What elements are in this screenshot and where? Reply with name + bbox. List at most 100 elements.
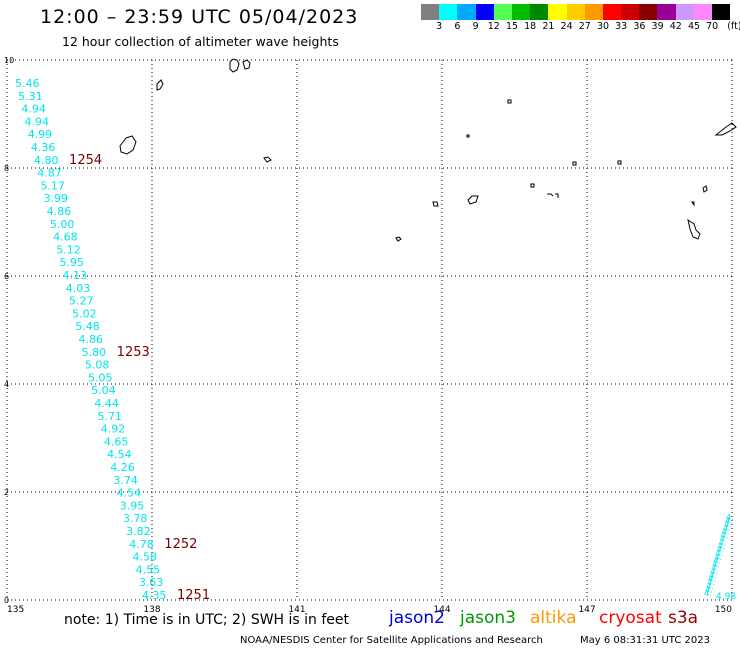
colorbar-swatch — [493, 4, 512, 20]
pass-number-label: 1254 — [69, 153, 102, 168]
island-outline — [714, 122, 737, 136]
swh-value-label: 3.95 — [120, 499, 144, 512]
swh-value-label-small: 4. — [722, 527, 730, 536]
swh-value-label-small: 4. — [709, 571, 717, 580]
footer-timestamp: May 6 08:31:31 UTC 2023 — [580, 635, 710, 646]
swh-value-label-small: 4. — [710, 567, 718, 576]
swh-value-label: 4.55 — [136, 563, 161, 576]
satellite-legend-entry: jason3 — [460, 608, 516, 628]
colorbar-swatch — [693, 4, 712, 20]
island-outline — [395, 236, 402, 242]
swh-value-label: 5.05 — [88, 371, 113, 384]
x-tick-label: 141 — [288, 605, 305, 615]
swh-value-label: 4.44 — [94, 397, 119, 410]
swh-value-label: 4.86 — [47, 205, 72, 218]
colorbar-swatch — [584, 4, 603, 20]
swh-value-label: 4.68 — [53, 231, 78, 244]
swh-value-label-small: 4. — [714, 553, 722, 562]
swh-value-label: 5.04 — [91, 384, 116, 397]
swh-value-label-small: 4. — [719, 538, 727, 547]
swh-value-label-small: 4. — [707, 578, 715, 587]
swh-value-label: 4.54 — [117, 487, 142, 500]
swh-value-label: 4.94 — [25, 115, 50, 128]
swh-value-label: 3.82 — [126, 525, 151, 538]
swh-value-label: 4.03 — [66, 282, 91, 295]
x-tick-label: 144 — [433, 605, 450, 615]
colorbar-label: 70 — [706, 21, 719, 32]
map-footer: NOAA/NESDIS Center for Satellite Applica… — [240, 635, 710, 646]
x-tick-label: 150 — [715, 605, 732, 615]
satellite-legend-entry: s3a — [668, 608, 699, 628]
swh-value-label: 4.58 — [132, 551, 157, 564]
island-outline — [156, 79, 164, 91]
satellite-legend-entry: altika — [530, 608, 577, 628]
y-tick-label: 0 — [4, 596, 9, 605]
pass-number-label: 1251 — [177, 588, 210, 603]
swh-value-label-small: 4. — [718, 542, 726, 551]
swh-value-label: 5.31 — [18, 90, 43, 103]
swh-value-label: 5.80 — [82, 346, 107, 359]
colorbar-label: 9 — [472, 21, 479, 32]
swh-value-label: 4.87 — [37, 167, 62, 180]
swh-value-label: 4.35 — [142, 589, 167, 602]
colorbar-label: 30 — [596, 21, 610, 32]
colorbar-label: 42 — [669, 21, 682, 32]
swh-value-label-small: 4. — [713, 556, 721, 565]
colorbar-swatch — [475, 4, 494, 20]
colorbar-swatch — [530, 4, 549, 20]
island-outline — [530, 183, 535, 188]
colorbar-swatch — [602, 4, 622, 20]
y-tick-label: 4 — [4, 380, 9, 389]
swh-value-label: 3.78 — [123, 512, 148, 525]
swh-value-label: 5.71 — [98, 410, 123, 423]
swh-value-label: 4.26 — [110, 461, 135, 474]
swh-value-label: 4.86 — [79, 333, 104, 346]
swh-value-label: 4.13 — [63, 269, 88, 282]
map-note: note: 1) Time is in UTC; 2) SWH is in fe… — [64, 612, 350, 628]
pass-number-label: 1252 — [164, 537, 197, 552]
swh-value-label-small: 4. — [706, 582, 714, 591]
y-tick-label: 10 — [4, 56, 14, 65]
swh-value-label: 5.12 — [56, 243, 81, 256]
wave-height-colorbar — [421, 4, 731, 20]
colorbar-swatch — [675, 4, 694, 20]
swh-value-label: 5.17 — [40, 179, 65, 192]
island-outline — [572, 161, 577, 166]
x-tick-label: 138 — [143, 605, 160, 615]
colorbar-label: 6 — [454, 21, 461, 32]
pass-labels: 1254 1253 1252 1251 — [69, 153, 210, 603]
swh-value-label: 4.80 — [34, 154, 59, 167]
swh-track: 5.465.314.944.944.994.364.804.875.173.99… — [15, 77, 167, 602]
colorbar-label: 3 — [436, 21, 443, 32]
swh-value-label-small: 4. — [726, 513, 734, 522]
swh-value-label: 4.94 — [21, 103, 45, 116]
colorbar-label: 45 — [687, 21, 701, 32]
island-outline — [229, 58, 251, 73]
x-tick-label: 135 — [7, 605, 24, 615]
colorbar-unit: (ft) — [727, 21, 740, 32]
colorbar-swatch — [621, 4, 640, 20]
swh-value-label-small: 4. — [717, 546, 725, 555]
island-outlines — [119, 58, 737, 242]
x-tick-label: 147 — [578, 605, 595, 615]
swh-value-label-small: 4. — [708, 575, 716, 584]
colorbar-swatch — [639, 4, 658, 20]
colorbar-swatch — [712, 4, 731, 20]
swh-value-label-small: 4. — [716, 549, 724, 558]
y-tick-label: 2 — [4, 488, 9, 497]
swh-value-label-small: 4. — [725, 517, 733, 526]
footer-credit: NOAA/NESDIS Center for Satellite Applica… — [240, 635, 543, 646]
satellite-legend-entry: jason2 — [389, 608, 445, 628]
axis-labels: 135 138 141 144 147 150 10 8 6 4 2 0 — [4, 56, 732, 615]
y-tick-label: 6 — [4, 272, 9, 281]
swh-value-label: 4.36 — [31, 141, 56, 154]
colorbar-swatch — [457, 4, 476, 20]
island-outline — [617, 160, 622, 165]
colorbar-label: 27 — [578, 21, 591, 32]
swh-value-label-small: 4. — [704, 589, 712, 598]
colorbar-label: 15 — [505, 21, 519, 32]
swh-value-label: 4.99 — [28, 128, 53, 141]
y-tick-label: 8 — [4, 164, 9, 173]
